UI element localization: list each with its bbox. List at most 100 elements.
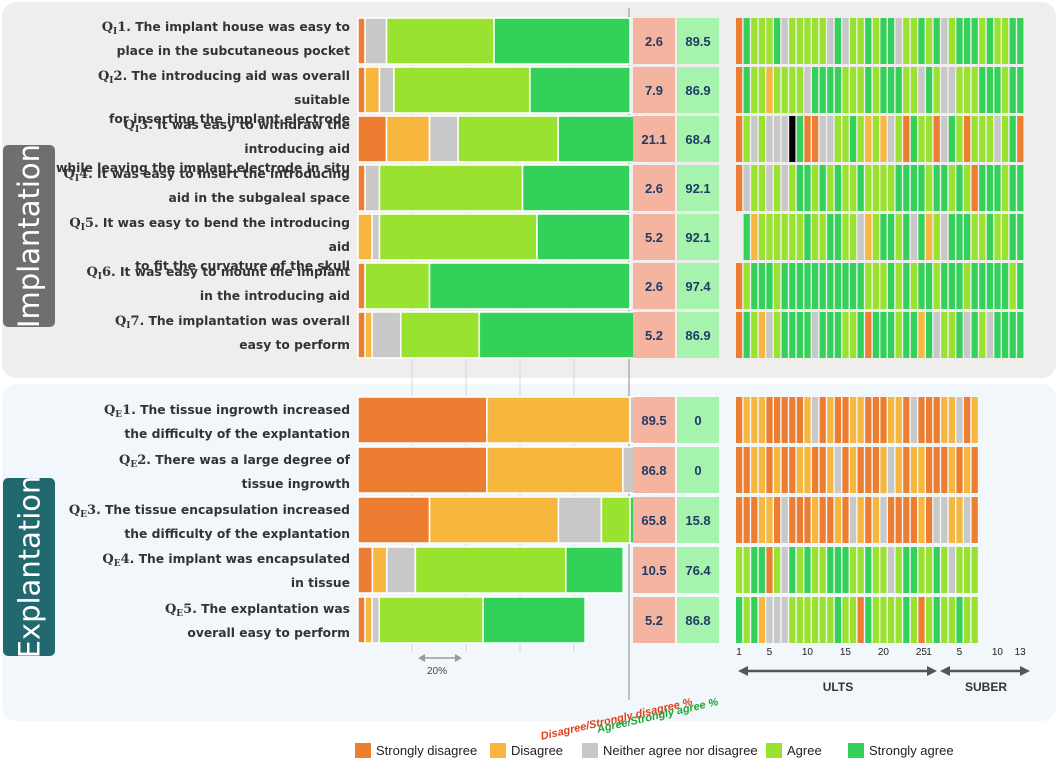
heatmap-cell <box>842 547 849 593</box>
question-label: QI3. It was easy to withdraw the introdu… <box>50 116 350 178</box>
heatmap-cell <box>964 312 971 358</box>
heatmap-cell <box>865 447 872 493</box>
heatmap-cell <box>789 165 796 211</box>
heatmap-cell <box>857 116 864 162</box>
heatmap-cell <box>751 18 758 64</box>
disagree-cell <box>633 116 675 162</box>
heatmap-cell <box>827 67 834 113</box>
heatmap-cell <box>804 312 811 358</box>
question-text-line1: . The explantation was <box>192 602 350 617</box>
heatmap-cell <box>986 67 993 113</box>
heatmap-cell <box>933 214 940 260</box>
heatmap-cell <box>812 165 819 211</box>
heatmap-cell <box>774 263 781 309</box>
heatmap-cell <box>850 116 857 162</box>
bar-segment <box>357 396 488 444</box>
question-text-line1: . The tissue ingrowth increased <box>131 403 350 417</box>
heatmap-cell <box>766 67 773 113</box>
heatmap-cell <box>872 67 879 113</box>
heatmap-cell <box>796 165 803 211</box>
disagree-percent-label: 65.8 <box>641 513 666 528</box>
heatmap-cell <box>865 497 872 543</box>
heatmap-cell <box>971 263 978 309</box>
legend-swatch <box>355 742 371 758</box>
group-arrow-suber-head <box>940 666 950 676</box>
heatmap-cell <box>842 447 849 493</box>
bar-segment <box>557 115 645 163</box>
heatmap-cell <box>918 547 925 593</box>
question-number: QE5 <box>164 602 193 620</box>
heatmap-cell <box>971 214 978 260</box>
heatmap-cell <box>918 397 925 443</box>
heatmap-cell <box>865 263 872 309</box>
heatmap-cell <box>774 497 781 543</box>
heatmap-cell <box>986 312 993 358</box>
heatmap-cell <box>895 497 902 543</box>
heatmap-cell <box>948 116 955 162</box>
legend-label: Agree <box>787 742 822 758</box>
bar-segment <box>486 446 624 494</box>
question-text-line1: . It was easy to mount the implant <box>111 265 350 279</box>
question-text-line2: to fit the curvature of the skull <box>135 259 350 273</box>
question-text-line1: . The implant house was easy to <box>126 20 350 34</box>
heatmap-cell <box>827 214 834 260</box>
heatmap-cell <box>888 18 895 64</box>
heatmap-cell <box>986 116 993 162</box>
question-text-line2: overall easy to perform <box>187 626 350 641</box>
question-label: QI6. It was easy to mount the implant in … <box>50 263 350 306</box>
heatmap-cell <box>1017 263 1024 309</box>
heatmap-cell <box>903 214 910 260</box>
heatmap-cell <box>736 597 743 643</box>
heatmap-cell <box>758 18 765 64</box>
heatmap-cell <box>880 447 887 493</box>
heatmap-cell <box>880 397 887 443</box>
heatmap-cell <box>736 447 743 493</box>
question-text-line1: . The tissue encapsulation increased <box>96 502 350 517</box>
bar-segment <box>378 213 538 261</box>
heatmap-cell <box>827 397 834 443</box>
heatmap-cell <box>751 165 758 211</box>
heatmap-cell <box>933 165 940 211</box>
heatmap-cell <box>774 547 781 593</box>
heatmap-cell <box>918 116 925 162</box>
heatmap-cell <box>948 397 955 443</box>
bar-segment <box>364 17 388 65</box>
heatmap-cell <box>850 397 857 443</box>
heatmap-cell <box>910 597 917 643</box>
heatmap-cell <box>979 165 986 211</box>
bar-segment <box>457 115 559 163</box>
heatmap-cell <box>766 312 773 358</box>
heatmap-cell <box>812 116 819 162</box>
heatmap-cell <box>918 597 925 643</box>
heatmap-cell <box>736 397 743 443</box>
heatmap-cell <box>933 263 940 309</box>
heatmap-cell <box>888 497 895 543</box>
bar-segment <box>385 115 431 163</box>
heatmap-cell <box>872 547 879 593</box>
legend-swatch <box>766 742 782 758</box>
heatmap-cell <box>1002 18 1009 64</box>
heatmap-cell <box>842 67 849 113</box>
heatmap-cell <box>956 497 963 543</box>
heatmap-cell <box>812 263 819 309</box>
heatmap-cell <box>880 597 887 643</box>
heatmap-cell <box>1009 67 1016 113</box>
heatmap-cell <box>766 597 773 643</box>
question-text-line2: in tissue <box>290 576 350 591</box>
heatmap-cell <box>994 116 1001 162</box>
heatmap-cell <box>842 597 849 643</box>
heatmap-cell <box>933 312 940 358</box>
heatmap-cell <box>903 597 910 643</box>
heatmap-cell <box>979 312 986 358</box>
heatmap-cell <box>1009 312 1016 358</box>
question-text-line2: for inserting the implant electrode <box>109 112 350 126</box>
heatmap-cell <box>736 18 743 64</box>
heatmap-cell <box>834 165 841 211</box>
bar-segment <box>364 262 431 310</box>
heatmap-cell <box>910 214 917 260</box>
heatmap-tick-label: 13 <box>1015 647 1027 658</box>
heatmap-cell <box>903 312 910 358</box>
bar-segment <box>378 596 484 644</box>
heatmap-cell <box>834 547 841 593</box>
agree-percent-label: 86.8 <box>685 613 710 628</box>
